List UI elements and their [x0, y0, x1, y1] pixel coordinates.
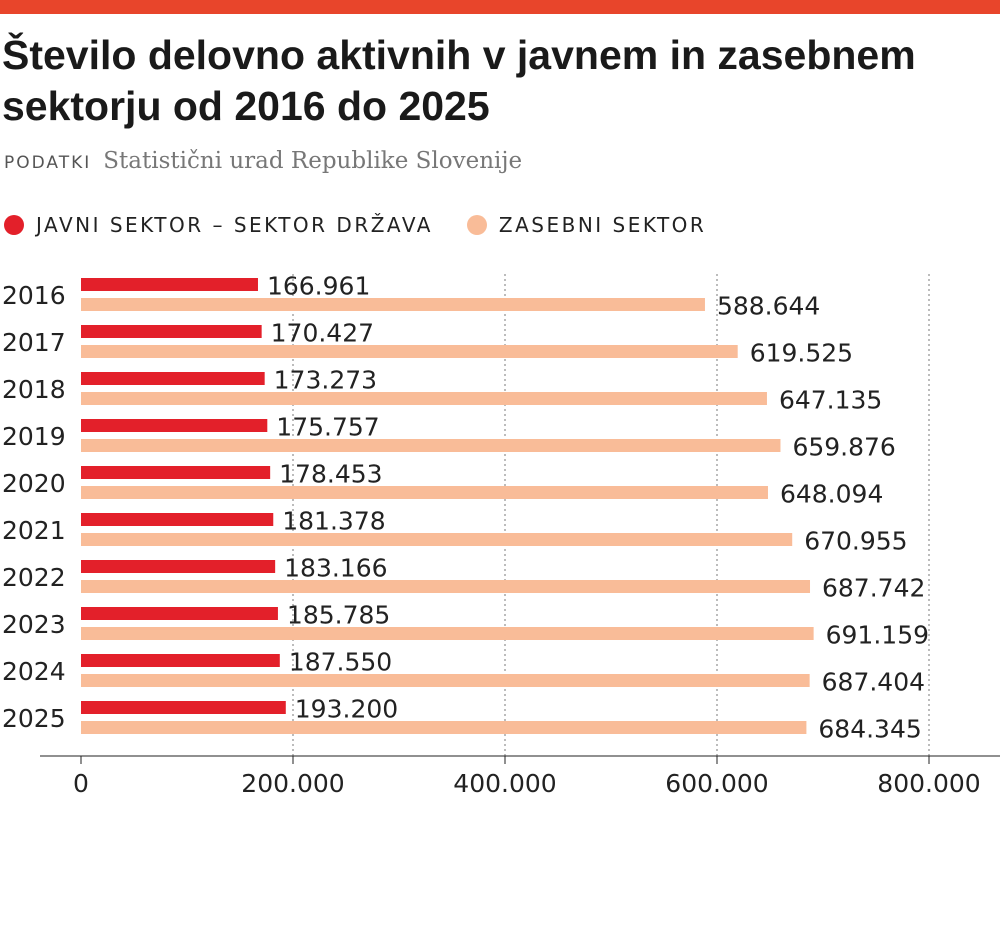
- legend-item-private: ZASEBNI SEKTOR: [466, 213, 707, 237]
- bar-public-2020: [81, 466, 271, 479]
- legend-swatch-private: [466, 215, 487, 235]
- value-label-private-2024: 687.404: [822, 668, 925, 697]
- bar-private-2024: [81, 674, 810, 687]
- value-label-private-2023: 691.159: [826, 621, 929, 650]
- value-label-private-2019: 659.876: [792, 433, 895, 462]
- value-label-public-2018: 173.273: [274, 366, 377, 395]
- bar-private-2020: [81, 486, 768, 499]
- value-label-public-2019: 175.757: [276, 413, 379, 442]
- value-label-public-2023: 185.785: [287, 601, 390, 630]
- value-label-private-2021: 670.955: [804, 527, 907, 556]
- year-label-2017: 2017: [2, 328, 66, 357]
- value-label-public-2016: 166.961: [267, 272, 370, 301]
- bar-private-2022: [81, 580, 811, 593]
- bar-private-2021: [81, 533, 793, 546]
- bar-public-2023: [81, 607, 278, 620]
- bar-chart: 166.961 588.644 2016 170.427 619.525 2017 173.…: [2, 272, 1000, 798]
- value-label-public-2024: 187.550: [289, 648, 392, 677]
- value-label-private-2018: 647.135: [779, 386, 882, 415]
- legend-label-public: JAVNI SEKTOR – SEKTOR DRŽAVA: [36, 213, 433, 237]
- year-label-2022: 2022: [2, 563, 66, 592]
- chart-title: Število delovno aktivnih v javnem in zas…: [2, 32, 916, 129]
- bar-private-2017: [81, 345, 738, 358]
- year-label-2016: 2016: [2, 281, 66, 310]
- year-label-2024: 2024: [2, 657, 66, 686]
- bar-public-2016: [81, 278, 258, 291]
- source-line: PODATKI Statistični urad Republike Slove…: [4, 148, 522, 174]
- year-label-2018: 2018: [2, 375, 66, 404]
- source-label: PODATKI: [4, 153, 92, 173]
- year-label-2019: 2019: [2, 422, 66, 451]
- legend-item-public: JAVNI SEKTOR – SEKTOR DRŽAVA: [4, 213, 433, 237]
- value-label-public-2017: 170.427: [271, 319, 374, 348]
- bar-private-2016: [81, 298, 705, 311]
- x-tick-label-4: 800.000: [877, 769, 980, 798]
- bar-public-2024: [81, 654, 280, 667]
- top-accent-bar: [0, 0, 1000, 14]
- bar-private-2018: [81, 392, 767, 405]
- year-label-2021: 2021: [2, 516, 66, 545]
- value-label-private-2022: 687.742: [822, 574, 925, 603]
- legend: JAVNI SEKTOR – SEKTOR DRŽAVA ZASEBNI SEK…: [4, 213, 736, 243]
- year-label-2023: 2023: [2, 610, 66, 639]
- year-label-2020: 2020: [2, 469, 66, 498]
- x-tick-label-1: 200.000: [241, 769, 344, 798]
- bar-private-2025: [81, 721, 807, 734]
- legend-label-private: ZASEBNI SEKTOR: [498, 213, 707, 237]
- bar-private-2019: [81, 439, 781, 452]
- legend-swatch-public: [4, 215, 24, 235]
- source-text: Statistični urad Republike Slovenije: [103, 148, 523, 174]
- value-label-public-2020: 178.453: [279, 460, 382, 489]
- bar-public-2022: [81, 560, 276, 573]
- value-label-public-2022: 183.166: [284, 554, 387, 583]
- value-label-private-2025: 684.345: [818, 715, 921, 744]
- value-label-private-2020: 648.094: [780, 480, 883, 509]
- year-label-2025: 2025: [2, 704, 66, 733]
- bar-public-2017: [81, 325, 262, 338]
- value-label-public-2021: 181.378: [282, 507, 385, 536]
- value-label-private-2017: 619.525: [750, 339, 853, 368]
- bar-public-2018: [81, 372, 265, 385]
- x-tick-label-0: 0: [73, 769, 89, 798]
- bar-public-2019: [81, 419, 268, 432]
- bar-private-2023: [81, 627, 814, 640]
- x-tick-label-2: 400.000: [453, 769, 556, 798]
- value-label-private-2016: 588.644: [717, 292, 820, 321]
- bar-public-2021: [81, 513, 274, 526]
- bar-public-2025: [81, 701, 286, 714]
- value-label-public-2025: 193.200: [295, 695, 398, 724]
- x-tick-label-3: 600.000: [665, 769, 768, 798]
